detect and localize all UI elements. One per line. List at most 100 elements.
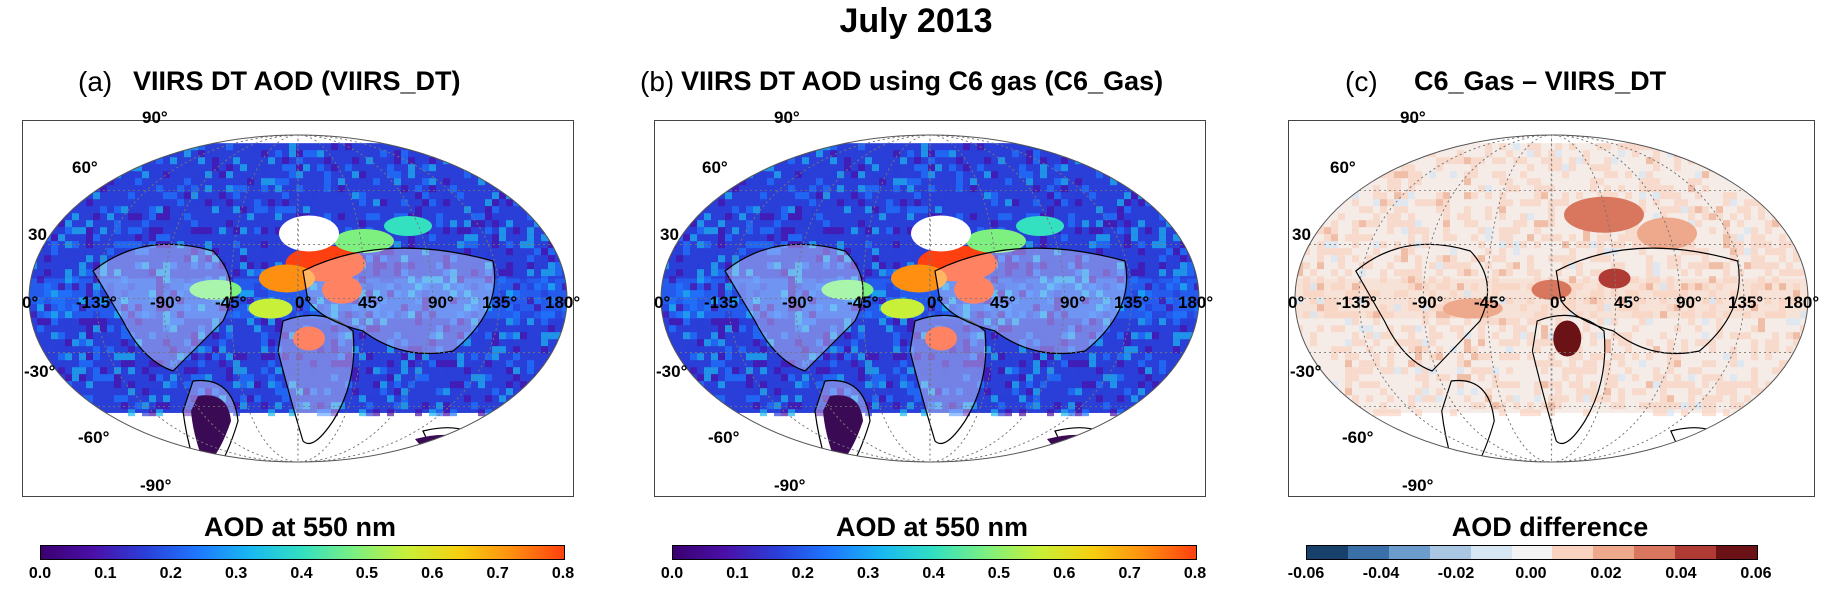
lat-label-30: 30 [1292, 225, 1311, 244]
colorbar-tick-label: 0.0 [660, 565, 684, 582]
lon-label-m135: -135° [76, 293, 117, 312]
panel-title: VIIRS DT AOD using C6 gas (C6_Gas) [681, 66, 1164, 96]
colorbar-title: AOD at 550 nm [203, 512, 397, 542]
lat-label-m60: -60° [78, 428, 110, 447]
lon-label-90: 90° [428, 293, 454, 312]
coastline [1670, 427, 1729, 462]
lon-label-45: 45° [358, 293, 384, 312]
map-field [1295, 135, 1808, 462]
lon-label-90: 90° [1060, 293, 1086, 312]
lat-label-30: 30 [660, 225, 679, 244]
colorbar-tick-label: 0.8 [1183, 565, 1207, 582]
colorbar-tick-label: 0.00 [1515, 565, 1547, 582]
lon-label-m135: -135 [704, 293, 739, 312]
lat-label-m30: -30° [1290, 362, 1322, 381]
lon-label-0: 0° [1550, 293, 1567, 312]
lat-label-90: 90° [1400, 108, 1426, 127]
colorbar-swatch [1675, 546, 1717, 559]
lat-label-90: 90° [774, 108, 800, 127]
panel-title: VIIRS DT AOD (VIIRS_DT) [133, 66, 461, 96]
lat-label-0: 0° [1288, 293, 1305, 312]
lon-label-m90: -90° [1412, 293, 1444, 312]
lat-label-m30: -30° [24, 362, 56, 381]
colorbar-tick-label: -0.04 [1362, 565, 1400, 582]
map-outline [660, 134, 1200, 463]
colorbar-title: AOD difference [1451, 512, 1649, 542]
colorbar-swatch [1429, 546, 1471, 559]
colorbar-tick-label: 0.3 [225, 565, 248, 582]
colorbar-tick-label: 0.6 [1053, 565, 1076, 582]
colorbar-tick-label: 0.06 [1740, 565, 1772, 582]
lon-label-180: 180° [1178, 293, 1214, 312]
lat-label-30: 30 [28, 225, 47, 244]
panel-letter: (b) [640, 66, 675, 97]
colorbar-tick-label: 0.5 [355, 565, 378, 582]
colorbar-tick-label: 0.04 [1665, 565, 1697, 582]
map-outline [28, 134, 568, 463]
lon-label-135: 135° [1728, 293, 1764, 312]
colorbar [672, 545, 1197, 560]
colorbar-swatch [1388, 546, 1430, 559]
lat-label-m60: -60° [1342, 428, 1374, 447]
colorbar-tick-label: 0.1 [726, 565, 749, 582]
colorbar-tick-label: 0.5 [987, 565, 1010, 582]
colorbar [1306, 545, 1758, 560]
lat-label-60: 60° [702, 158, 728, 177]
lon-label-m45: -45° [1474, 293, 1506, 312]
colorbar-tick-label: 0.4 [922, 565, 945, 582]
lat-label-0: 0° [22, 293, 39, 312]
colorbar-tick-label: 0.2 [159, 565, 182, 582]
lon-label-0: 0° [927, 293, 944, 312]
figure-title: July 2013 [839, 2, 993, 40]
colorbar [40, 545, 565, 560]
colorbar-tick-label: 0.1 [94, 565, 117, 582]
panel-letter: (a) [78, 66, 113, 97]
lon-label-135: 135° [482, 293, 518, 312]
colorbar-tick-label: 0.0 [28, 565, 52, 582]
colorbar-tick-label: 0.02 [1590, 565, 1622, 582]
lat-label-m90: -90° [774, 476, 806, 495]
panel-title: C6_Gas – VIIRS_DT [1414, 66, 1667, 96]
colorbar-swatch [1347, 546, 1389, 559]
colorbar-swatch [1307, 546, 1348, 559]
aod-map-viirs-dt [22, 120, 574, 497]
colorbar-tick-label: -0.06 [1287, 565, 1325, 582]
lon-label-90: 90° [1676, 293, 1702, 312]
coastline [1555, 247, 1740, 355]
coastline [422, 427, 484, 462]
panel-letter: (c) [1345, 66, 1378, 97]
lon-label-45: 45° [990, 293, 1016, 312]
lon-label-m90: -90° [150, 293, 182, 312]
colorbar-tick-label: 0.4 [290, 565, 313, 582]
lon-label-m90: -90° [782, 293, 814, 312]
colorbar-swatch [1593, 546, 1635, 559]
colorbar-tick-label: -0.02 [1437, 565, 1475, 582]
colorbar-tick-label: 0.8 [551, 565, 575, 582]
colorbar-swatch [1511, 546, 1553, 559]
lat-label-m60: -60° [708, 428, 740, 447]
colorbar-swatch [1634, 546, 1676, 559]
colorbar-tick-label: 0.7 [1118, 565, 1141, 582]
coastline [934, 247, 1128, 355]
coastline [302, 247, 496, 355]
colorbar-title: AOD at 550 nm [835, 512, 1029, 542]
aod-map-c6-gas [654, 120, 1206, 497]
coastline [277, 314, 355, 445]
lat-label-60: 60° [1330, 158, 1356, 177]
lon-label-180: 180° [545, 293, 581, 312]
lat-label-60: 60° [72, 158, 98, 177]
colorbar-tick-label: 0.2 [791, 565, 814, 582]
map-field [661, 135, 1199, 462]
lat-label-m30: -30° [656, 362, 688, 381]
colorbar-tick-label: 0.7 [486, 565, 509, 582]
lon-label-m45: -45° [215, 293, 247, 312]
colorbar-tick-label: 0.6 [421, 565, 444, 582]
lat-label-90: 90° [142, 108, 168, 127]
lon-label-180: 180° [1784, 293, 1820, 312]
lon-label-m45: -45° [847, 293, 879, 312]
lat-label-0: 0° [654, 293, 671, 312]
colorbar-swatch [1716, 546, 1757, 559]
coastline [909, 314, 987, 445]
lat-label-m90: -90° [140, 476, 172, 495]
aod-difference-map [1288, 120, 1815, 497]
